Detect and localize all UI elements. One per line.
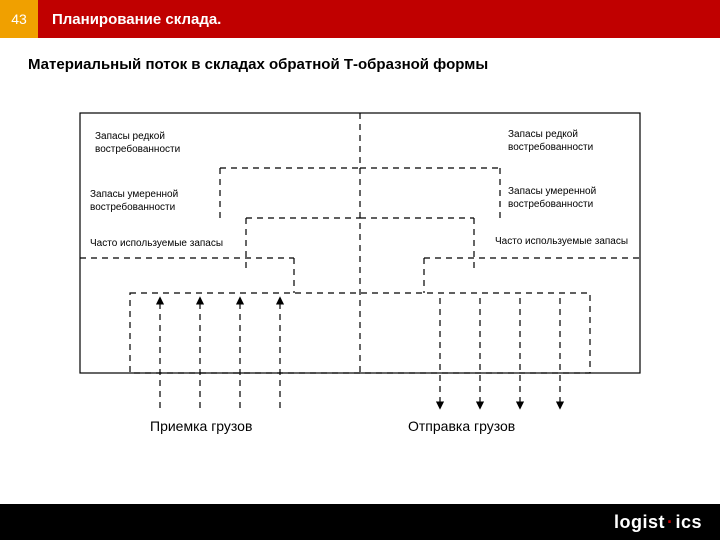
subtitle-plain: Материальный xyxy=(28,56,145,73)
footer-brand-right: ics xyxy=(675,512,702,533)
diagram-label-out: Отправка грузов xyxy=(408,418,515,434)
diagram-label-freq: Часто используемые запасы xyxy=(495,236,628,249)
footer-brand-dot: · xyxy=(665,512,676,533)
slide-number: 43 xyxy=(0,0,38,38)
subtitle: Материальный поток в складах обратной Т-… xyxy=(0,38,720,73)
footer-brand-left: logist xyxy=(614,512,665,533)
diagram-label-mod: Запасы умереннойвостребованности xyxy=(508,186,596,211)
header: 43 Планирование склада. xyxy=(0,0,720,38)
diagram-label-freq: Часто используемые запасы xyxy=(90,238,223,251)
diagram: Запасы редкойвостребованности Запасы умер… xyxy=(0,73,720,468)
subtitle-bold: поток в складах обратной Т-образной форм… xyxy=(145,56,488,73)
footer: logist·ics xyxy=(0,504,720,540)
slide-title: Планирование склада. xyxy=(38,0,720,38)
diagram-label-rare: Запасы редкойвостребованности xyxy=(95,131,180,156)
diagram-label-rare: Запасы редкойвостребованности xyxy=(508,129,593,154)
diagram-label-mod: Запасы умереннойвостребованности xyxy=(90,189,178,214)
diagram-label-in: Приемка грузов xyxy=(150,418,252,434)
